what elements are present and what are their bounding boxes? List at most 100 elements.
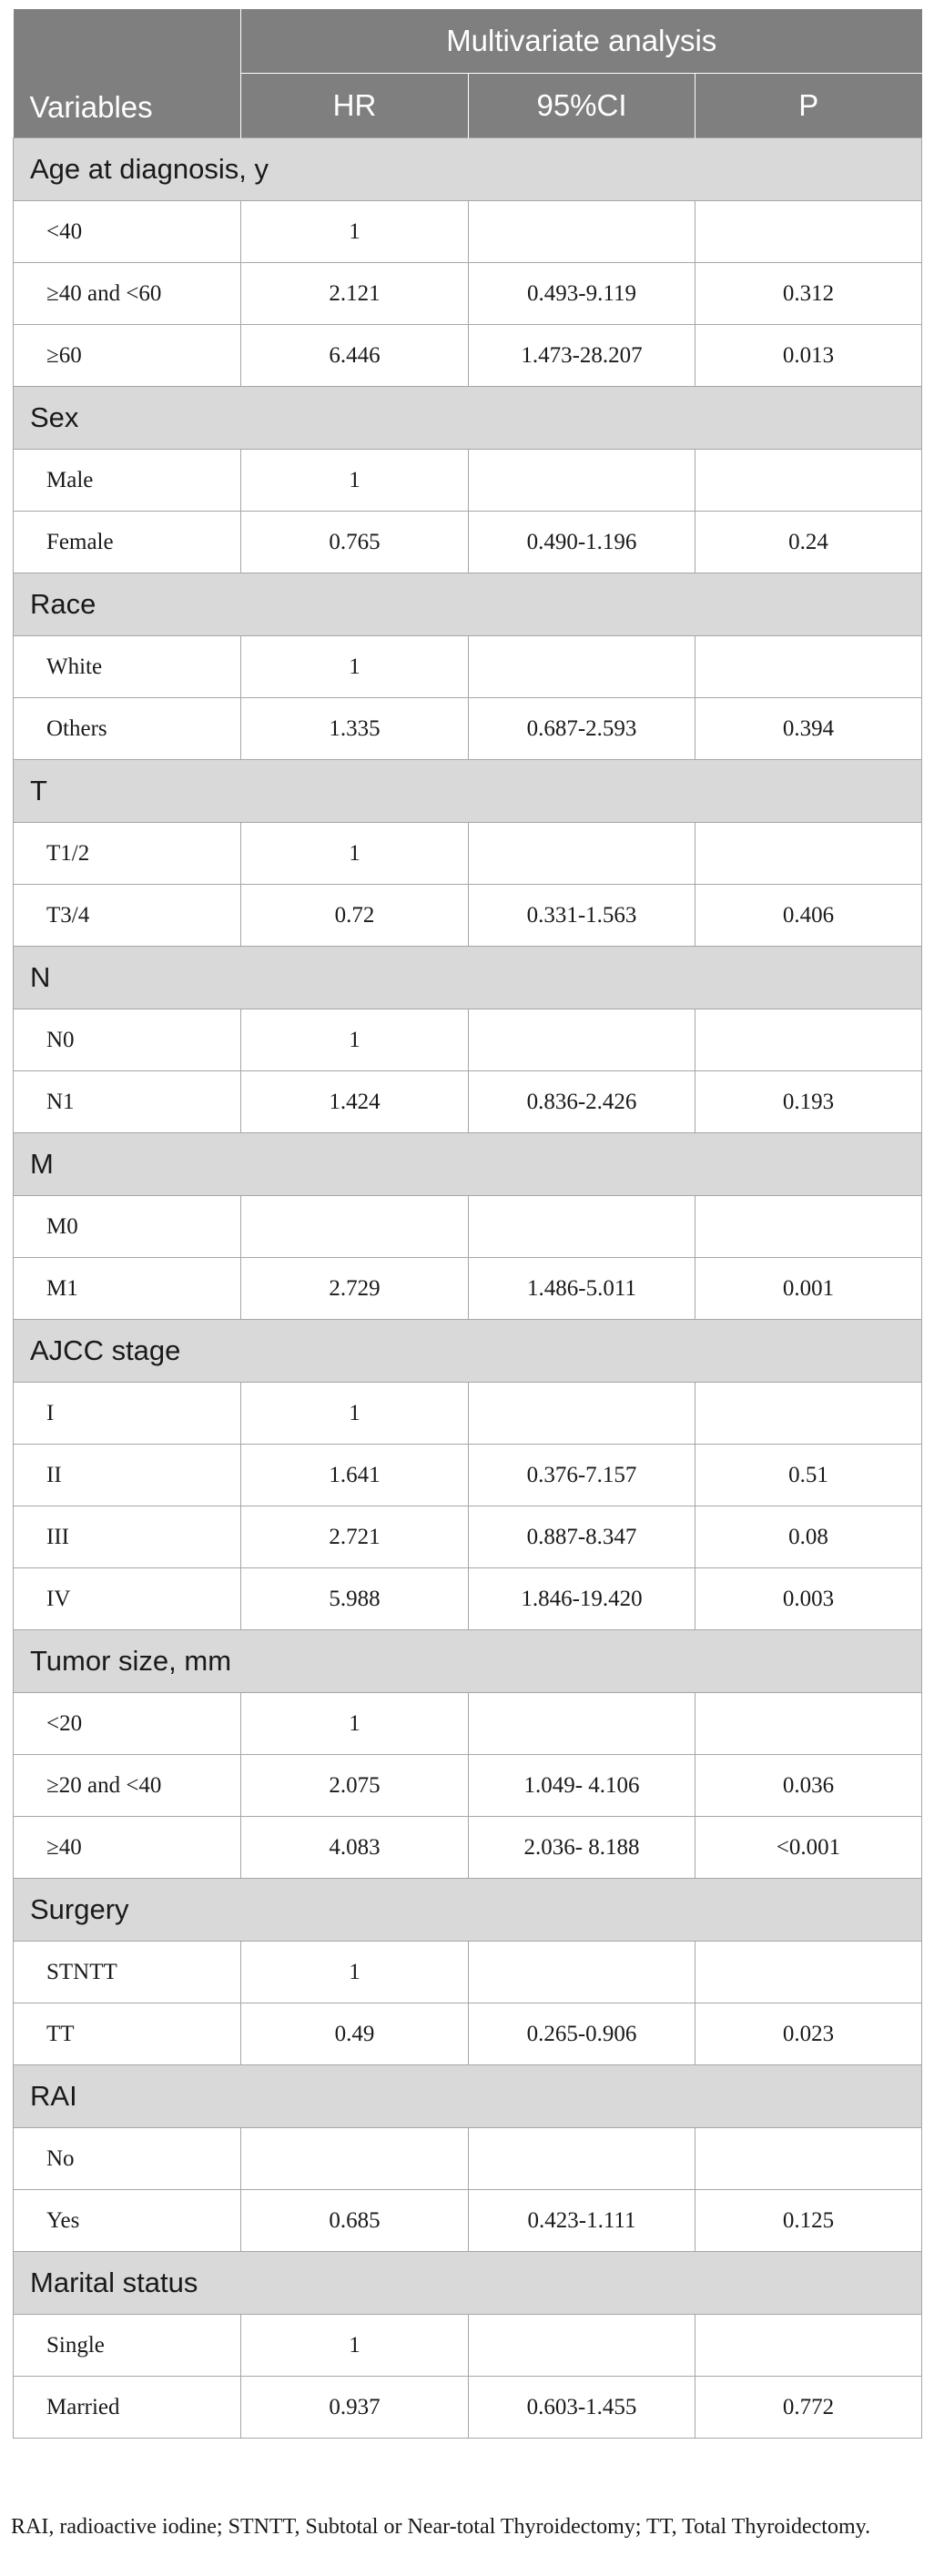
ci-cell: 0.836-2.426 — [468, 1070, 695, 1133]
group-label: N — [12, 946, 923, 1009]
variables-header: Variables — [13, 9, 241, 138]
table-row: <20 1 — [13, 1692, 923, 1755]
hr-cell: 2.075 — [240, 1754, 469, 1817]
p-value-cell — [694, 1941, 923, 2003]
hr-cell: 1 — [240, 200, 469, 263]
ci-cell — [468, 1195, 695, 1258]
table-row: M1 2.729 1.486-5.011 0.001 — [13, 1257, 923, 1320]
p-value-cell: 0.772 — [694, 2376, 923, 2439]
row-label: Female — [13, 511, 241, 573]
p-value-cell: 0.394 — [694, 697, 923, 760]
group-label: AJCC stage — [12, 1319, 923, 1383]
ci-cell: 0.490-1.196 — [468, 511, 695, 573]
group-label: Tumor size, mm — [12, 1629, 923, 1693]
table-row: IV 5.988 1.846-19.420 0.003 — [13, 1567, 923, 1630]
group-row: Surgery — [12, 1878, 923, 1942]
ci-cell: 1.846-19.420 — [468, 1567, 695, 1630]
p-value-cell: 0.013 — [694, 324, 923, 387]
row-label: ≥40 — [13, 1816, 241, 1879]
ci-cell — [468, 1009, 695, 1071]
hr-cell — [240, 2127, 469, 2190]
row-label: M0 — [13, 1195, 241, 1258]
p-value-cell: 0.036 — [694, 1754, 923, 1817]
table-row: No — [13, 2127, 923, 2190]
p-value-cell: 0.003 — [694, 1567, 923, 1630]
row-label: Male — [13, 449, 241, 512]
p-value-cell: 0.24 — [694, 511, 923, 573]
ci-cell: 0.423-1.111 — [468, 2189, 695, 2252]
row-label: I — [13, 1382, 241, 1445]
group-label: Age at diagnosis, y — [12, 137, 923, 201]
row-label: TT — [13, 2003, 241, 2065]
table-row: II 1.641 0.376-7.157 0.51 — [13, 1444, 923, 1506]
multivariate-analysis-table: Variables Multivariate analysis HR 95%CI… — [12, 9, 923, 2439]
hr-cell: 2.721 — [240, 1506, 469, 1568]
group-row: N — [12, 946, 923, 1009]
ci-cell: 0.265-0.906 — [468, 2003, 695, 2065]
table-row: Single 1 — [13, 2314, 923, 2377]
group-label: M — [12, 1132, 923, 1196]
p-value-cell: 0.193 — [694, 1070, 923, 1133]
ci-cell: 1.049- 4.106 — [468, 1754, 695, 1817]
table-row: T1/2 1 — [13, 822, 923, 885]
table-row: ≥20 and <40 2.075 1.049- 4.106 0.036 — [13, 1754, 923, 1817]
group-row: Race — [12, 573, 923, 636]
row-label: II — [13, 1444, 241, 1506]
table-row: Female 0.765 0.490-1.196 0.24 — [13, 511, 923, 573]
ci-cell: 1.486-5.011 — [468, 1257, 695, 1320]
hr-cell: 1 — [240, 1692, 469, 1755]
hr-cell: 2.729 — [240, 1257, 469, 1320]
table-row: III 2.721 0.887-8.347 0.08 — [13, 1506, 923, 1568]
p-value-cell — [694, 1009, 923, 1071]
table-row: ≥40 and <60 2.121 0.493-9.119 0.312 — [13, 262, 923, 325]
ci-cell: 0.376-7.157 — [468, 1444, 695, 1506]
group-label: RAI — [12, 2064, 923, 2128]
ci-cell — [468, 200, 695, 263]
table-body: Age at diagnosis, y <40 1 ≥40 and <60 2.121 0… — [12, 137, 923, 2439]
p-value-cell: 0.125 — [694, 2189, 923, 2252]
group-label: Marital status — [12, 2251, 923, 2315]
p-value-cell: 0.08 — [694, 1506, 923, 1568]
row-label: ≥40 and <60 — [13, 262, 241, 325]
table-row: White 1 — [13, 635, 923, 698]
ci-cell — [468, 2314, 695, 2377]
ci-cell: 0.493-9.119 — [468, 262, 695, 325]
hr-cell: 0.685 — [240, 2189, 469, 2252]
row-label: STNTT — [13, 1941, 241, 2003]
table-row: Married 0.937 0.603-1.455 0.772 — [13, 2376, 923, 2439]
row-label: ≥60 — [13, 324, 241, 387]
p-value-cell — [694, 1382, 923, 1445]
hr-cell: 1 — [240, 1941, 469, 2003]
table-row: N0 1 — [13, 1009, 923, 1071]
row-label: <20 — [13, 1692, 241, 1755]
row-label: Others — [13, 697, 241, 760]
row-label: Yes — [13, 2189, 241, 2252]
table-row: Yes 0.685 0.423-1.111 0.125 — [13, 2189, 923, 2252]
group-label: Surgery — [12, 1878, 923, 1942]
footnote: RAI, radioactive iodine; STNTT, Subtotal… — [11, 2515, 871, 2539]
p-value-cell — [694, 822, 923, 885]
hr-cell: 5.988 — [240, 1567, 469, 1630]
ci-cell: 0.331-1.563 — [468, 884, 695, 947]
row-label: Single — [13, 2314, 241, 2377]
hr-cell: 1 — [240, 822, 469, 885]
group-label: T — [12, 759, 923, 823]
group-row: Tumor size, mm — [12, 1629, 923, 1693]
ci-cell: 1.473-28.207 — [468, 324, 695, 387]
ci-cell — [468, 1382, 695, 1445]
hr-cell: 0.72 — [240, 884, 469, 947]
p-value-cell — [694, 449, 923, 512]
p-value-cell: 0.023 — [694, 2003, 923, 2065]
row-label: IV — [13, 1567, 241, 1630]
p-value-cell — [694, 1692, 923, 1755]
row-label: III — [13, 1506, 241, 1568]
hr-cell: 1 — [240, 635, 469, 698]
p-value-cell — [694, 1195, 923, 1258]
group-label: Race — [12, 573, 923, 636]
p-value-cell: 0.406 — [694, 884, 923, 947]
table-row: Male 1 — [13, 449, 923, 512]
hr-cell: 1.641 — [240, 1444, 469, 1506]
row-label: Married — [13, 2376, 241, 2439]
group-row: RAI — [12, 2064, 923, 2128]
